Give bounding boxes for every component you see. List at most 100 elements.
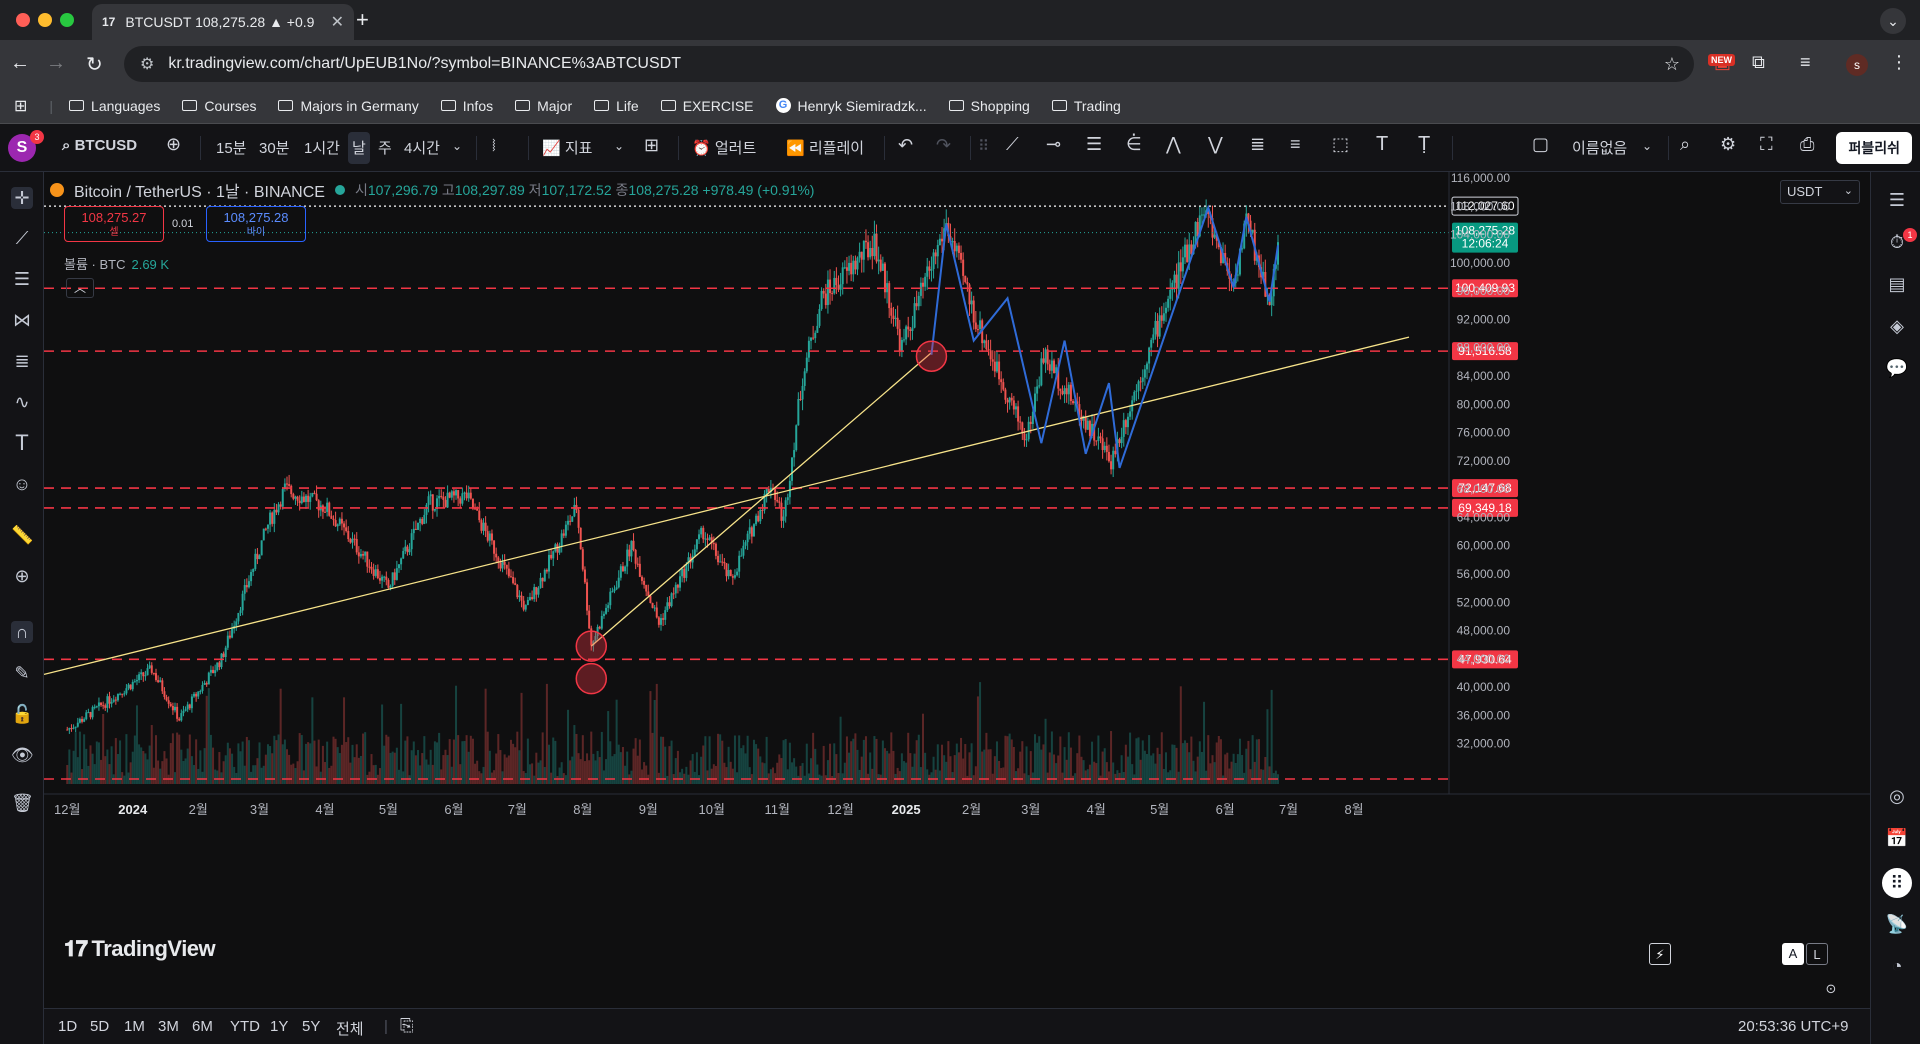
- reload-icon[interactable]: ↻: [86, 54, 103, 76]
- media-control-icon[interactable]: ≡: [1800, 52, 1811, 72]
- target-icon[interactable]: ◎: [1889, 786, 1905, 806]
- interval-1h[interactable]: 1시간: [304, 140, 340, 157]
- chart-title[interactable]: Bitcoin / TetherUS · 1날 · BINANCE: [74, 184, 325, 201]
- bookmark-trading[interactable]: Trading: [1051, 98, 1121, 114]
- range-1y[interactable]: 1Y: [270, 1018, 289, 1035]
- indicators-dropdown-icon[interactable]: ⌄: [614, 139, 625, 153]
- extensions-puzzle-icon[interactable]: ⧉: [1752, 52, 1765, 72]
- bookmark-majors-in-germany[interactable]: Majors in Germany: [278, 98, 419, 114]
- back-arrow-icon[interactable]: ←: [10, 52, 30, 74]
- range-5y[interactable]: 5Y: [302, 1018, 321, 1035]
- drag-handle-icon[interactable]: ⠿: [978, 138, 989, 155]
- trash-icon[interactable]: 🗑: [11, 793, 34, 813]
- elliott-wave-icon[interactable]: ⋀: [1166, 134, 1181, 154]
- text-tool-icon[interactable]: T: [1376, 133, 1389, 155]
- maximize-window-button[interactable]: [60, 13, 74, 27]
- apps-grid-icon[interactable]: ⊞: [14, 97, 28, 115]
- menu-kebab-icon[interactable]: ⋮: [1890, 52, 1908, 72]
- help-icon[interactable]: ◔: [1891, 956, 1903, 976]
- layout-name[interactable]: 이름없음: [1572, 140, 1628, 157]
- bookmark-exercise[interactable]: EXERCISE: [660, 98, 754, 114]
- pitchfork-icon[interactable]: ⋵: [1126, 134, 1142, 154]
- data-window-icon[interactable]: ▤: [1888, 274, 1906, 294]
- range-3m[interactable]: 3M: [158, 1018, 179, 1035]
- buy-button[interactable]: 108,275.28 바이: [206, 206, 306, 242]
- fullscreen-icon[interactable]: ⛶: [1760, 134, 1773, 154]
- profile-avatar[interactable]: s: [1846, 54, 1868, 76]
- auto-scale-button[interactable]: A: [1782, 943, 1804, 965]
- abcd-pattern-icon[interactable]: ⋁: [1208, 134, 1223, 154]
- symbol-search[interactable]: ⌕ BTCUSD: [62, 137, 138, 154]
- range-all[interactable]: 전체: [336, 1021, 364, 1038]
- broadcast-icon[interactable]: 📡: [1885, 914, 1909, 934]
- candle-type-icon[interactable]: ⧘: [492, 135, 496, 155]
- address-bar[interactable]: ⚙ kr.tradingview.com/chart/UpEUB1No/?sym…: [124, 46, 1694, 82]
- interval-30m[interactable]: 30분: [259, 140, 290, 157]
- goto-date-calendar-icon[interactable]: ⎘: [400, 1016, 414, 1035]
- camera-snapshot-icon[interactable]: ⎙: [1800, 134, 1815, 154]
- lock-icon[interactable]: 🔓: [11, 704, 34, 724]
- draw-lock-pencil-icon[interactable]: ✎: [14, 663, 30, 683]
- bookmark-star-icon[interactable]: ☆: [1663, 53, 1680, 74]
- parallel-channel-icon[interactable]: ☰: [1086, 134, 1103, 154]
- alerts-clock-icon[interactable]: ⏱: [1889, 232, 1905, 252]
- crosshair-icon[interactable]: ✛: [11, 187, 33, 209]
- range-1m[interactable]: 1M: [124, 1018, 145, 1035]
- publish-button[interactable]: 퍼블리쉬: [1836, 132, 1912, 164]
- rectangle-tool-icon[interactable]: ⬚: [1332, 134, 1350, 154]
- horizontal-ray-icon[interactable]: ⊸: [1046, 134, 1062, 154]
- trend-line-tool-icon[interactable]: ⟋: [1006, 134, 1019, 154]
- close-tab-icon[interactable]: ✕: [330, 14, 344, 31]
- fib-tools-icon[interactable]: ≣: [14, 351, 30, 371]
- bookmark-shopping[interactable]: Shopping: [948, 98, 1030, 114]
- interval-week[interactable]: 주: [378, 140, 392, 157]
- range-ytd[interactable]: YTD: [230, 1018, 260, 1035]
- apps-menu-icon[interactable]: ⠿: [1882, 868, 1912, 898]
- layout-square-icon[interactable]: ▢: [1532, 134, 1550, 154]
- lightning-alert-icon[interactable]: ⚡: [1649, 943, 1671, 965]
- chat-icon[interactable]: 💬: [1885, 358, 1909, 378]
- eye-icon[interactable]: 👁: [11, 745, 34, 765]
- bookmark-major[interactable]: Major: [515, 98, 572, 114]
- site-info-icon[interactable]: ⚙: [140, 56, 155, 73]
- ruler-icon[interactable]: 📏: [11, 525, 34, 545]
- settings-gear-icon[interactable]: ⚙: [1720, 134, 1737, 154]
- bookmark-life[interactable]: Life: [594, 98, 639, 114]
- volume-legend[interactable]: 볼륨 · BTC 2.69 K: [64, 257, 170, 272]
- bookmark-infos[interactable]: Infos: [440, 98, 493, 114]
- bookmark-languages[interactable]: Languages: [69, 98, 160, 114]
- range-6m[interactable]: 6M: [192, 1018, 213, 1035]
- network-nodes-icon[interactable]: ⋈: [13, 310, 31, 330]
- alert-button[interactable]: ⏰ 얼러트: [692, 140, 757, 157]
- clock-timezone[interactable]: 20:53:36 UTC+9: [1738, 1018, 1849, 1035]
- chart-pane[interactable]: 112,027.60 100,409.93 91,516.58 72,147.68 69…: [44, 172, 1870, 996]
- price-chart-svg[interactable]: 112,027.60 100,409.93 91,516.58 72,147.68 69…: [44, 172, 1870, 972]
- new-tab-button[interactable]: +: [356, 7, 369, 32]
- quick-search-icon[interactable]: ⌕: [1680, 134, 1691, 154]
- redo-icon[interactable]: ↷: [936, 135, 952, 155]
- interval-4h[interactable]: 4시간: [404, 140, 440, 157]
- layout-grid-icon[interactable]: ⊞: [644, 135, 660, 155]
- currency-select[interactable]: USDT ⌄: [1780, 180, 1860, 204]
- range-5d[interactable]: 5D: [90, 1018, 110, 1035]
- tab-search-button[interactable]: ⌄: [1880, 8, 1906, 34]
- fib-extension-icon[interactable]: ≡: [1290, 134, 1301, 154]
- text-tools-icon[interactable]: T: [15, 430, 29, 455]
- sell-button[interactable]: 108,275.27 셀: [64, 206, 164, 242]
- bookmark-courses[interactable]: Courses: [182, 98, 256, 114]
- close-window-button[interactable]: [16, 13, 30, 27]
- bookmark-henryk[interactable]: G Henryk Siemiradzk...: [775, 98, 927, 114]
- collapse-legend-chevron-up-icon[interactable]: ︿: [66, 278, 94, 298]
- magnet-icon[interactable]: ∩: [11, 621, 33, 643]
- interval-day[interactable]: 날: [352, 140, 366, 157]
- minimize-window-button[interactable]: [38, 13, 52, 27]
- interval-dropdown-icon[interactable]: ⌄: [452, 139, 463, 153]
- layout-dropdown-icon[interactable]: ⌄: [1642, 139, 1653, 153]
- undo-icon[interactable]: ↶: [898, 135, 914, 155]
- trend-line-icon[interactable]: ⟋: [15, 228, 29, 248]
- calendar-icon[interactable]: 📅: [1885, 828, 1909, 848]
- indicators-button[interactable]: 📈 지표: [542, 140, 593, 157]
- text-anchored-tool-icon[interactable]: Ṭ: [1418, 133, 1431, 155]
- fib-retracement-icon[interactable]: ≣: [1250, 134, 1266, 154]
- horizontal-lines-icon[interactable]: ☰: [13, 269, 31, 289]
